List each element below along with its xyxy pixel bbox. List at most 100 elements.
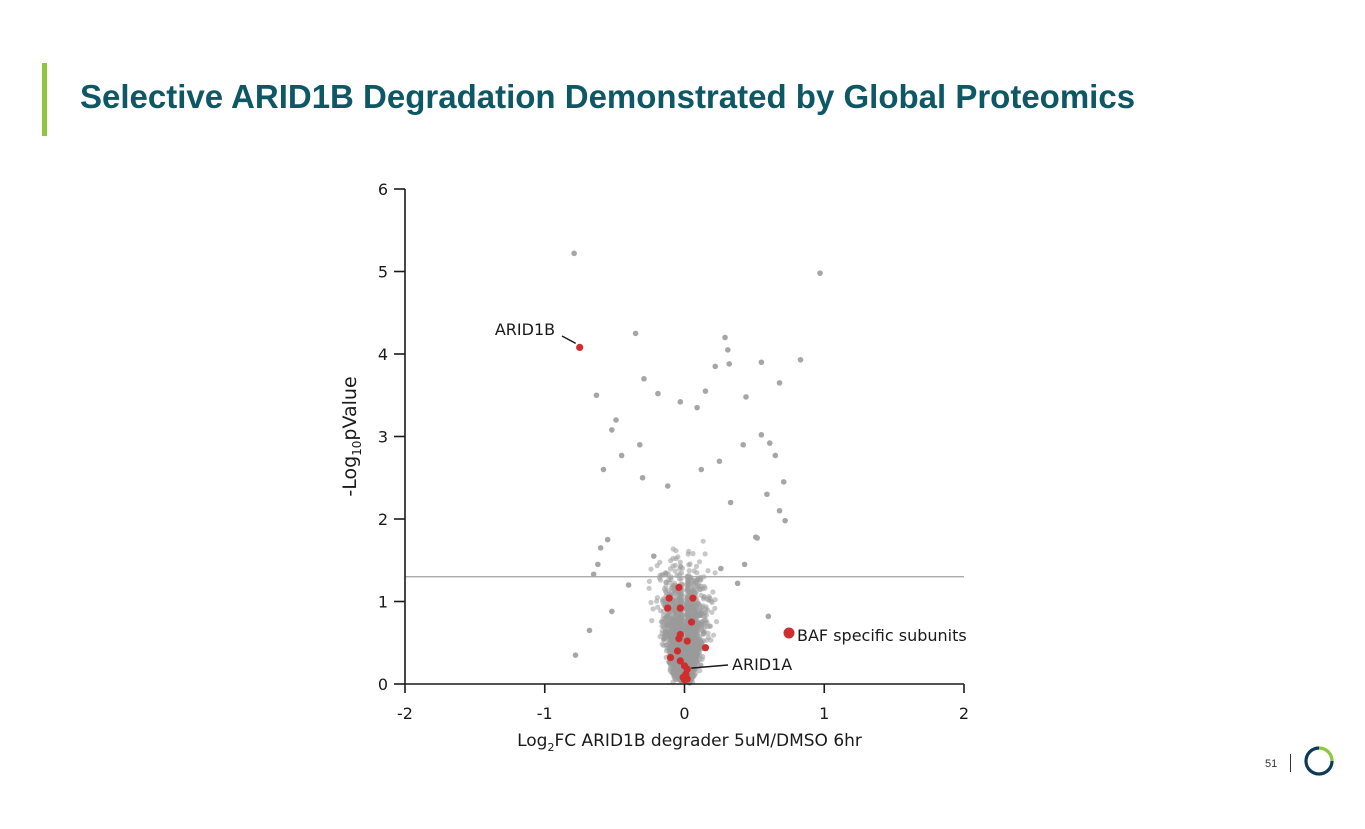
protein-point	[758, 359, 765, 366]
baf-subunit-point	[687, 618, 696, 626]
protein-point	[722, 334, 728, 341]
background-point	[657, 634, 663, 640]
title-accent-bar	[42, 63, 47, 136]
legend-label: BAF specific subunits	[797, 626, 967, 645]
x-axis-label: Log2FC ARID1B degrader 5uM/DMSO 6hr	[517, 731, 862, 754]
background-point	[678, 610, 684, 617]
protein-point	[664, 483, 671, 489]
background-point	[663, 642, 669, 648]
protein-point	[571, 250, 577, 257]
background-point	[684, 596, 690, 602]
protein-point	[718, 565, 724, 572]
background-point	[702, 585, 708, 591]
protein-point	[754, 535, 760, 541]
arid1b-callout-line	[561, 335, 577, 345]
baf-subunit-point	[683, 637, 691, 645]
protein-point	[702, 388, 709, 394]
background-point	[688, 577, 694, 583]
y-tick-label: 3	[378, 428, 388, 447]
background-point	[672, 568, 678, 574]
protein-point	[590, 571, 597, 578]
protein-point	[618, 452, 625, 459]
y-tick-label: 1	[378, 593, 388, 612]
background-point	[670, 671, 676, 677]
background-point	[663, 588, 669, 594]
protein-point	[725, 347, 731, 353]
y-tick-label: 6	[378, 180, 388, 199]
background-point	[698, 640, 705, 646]
protein-point	[740, 441, 746, 448]
background-point	[712, 570, 718, 576]
baf-subunit-point	[675, 583, 683, 592]
protein-point	[632, 330, 639, 337]
protein-point	[641, 375, 647, 382]
y-tick-label: 2	[378, 510, 388, 529]
background-point	[694, 658, 700, 664]
protein-point	[694, 404, 700, 411]
protein-point	[593, 392, 600, 399]
protein-point	[639, 474, 646, 481]
protein-point	[734, 580, 741, 587]
baf-subunit-point	[701, 644, 710, 652]
arid1a-callout-line	[691, 664, 729, 669]
background-point	[701, 613, 708, 620]
background-point	[705, 568, 711, 574]
background-point	[712, 597, 718, 603]
background-point	[690, 582, 696, 588]
background-point	[697, 606, 703, 612]
background-point	[710, 589, 716, 595]
protein-point	[817, 270, 823, 276]
background-point	[672, 580, 678, 586]
protein-point	[758, 432, 765, 438]
background-point	[686, 562, 692, 568]
arid1a-annotation: ARID1A	[732, 655, 792, 674]
baf-subunit-point	[676, 657, 684, 665]
background-point	[662, 634, 668, 640]
background-point	[696, 582, 702, 588]
background-point	[671, 616, 677, 623]
background-point	[661, 598, 667, 604]
x-tick-label: 2	[959, 704, 969, 723]
x-tick-label: -1	[537, 704, 553, 723]
baf-subunit-point	[673, 647, 682, 655]
protein-point	[698, 466, 705, 473]
background-point	[711, 632, 717, 638]
x-tick-label: 1	[819, 704, 829, 723]
background-point	[702, 551, 708, 557]
slide-title: Selective ARID1B Degradation Demonstrate…	[80, 78, 1136, 115]
legend-marker	[783, 627, 795, 639]
background-point	[672, 676, 678, 682]
background-point	[712, 605, 718, 612]
protein-point	[655, 390, 661, 397]
protein-point	[780, 479, 787, 485]
protein-point	[776, 380, 783, 386]
baf-subunit-point	[664, 604, 672, 612]
background-point	[673, 666, 680, 672]
protein-point	[741, 561, 748, 568]
page-number: 51	[1265, 758, 1278, 770]
y-tick-label: 4	[378, 345, 388, 364]
baf-subunit-point	[676, 604, 684, 612]
background-point	[673, 621, 680, 627]
background-point	[677, 576, 683, 582]
protein-point	[586, 627, 593, 634]
protein-point	[772, 452, 779, 459]
protein-point	[625, 582, 632, 588]
background-point	[672, 562, 678, 569]
y-tick-label: 0	[378, 675, 388, 694]
background-point	[659, 571, 666, 578]
background-point	[662, 629, 669, 635]
protein-point	[636, 441, 643, 448]
baf-subunit-point	[689, 594, 697, 602]
protein-point	[677, 399, 684, 405]
baf-subunit-point	[666, 654, 675, 662]
background-point	[684, 579, 691, 586]
protein-point	[595, 561, 601, 568]
background-point	[692, 590, 698, 596]
background-point	[693, 651, 699, 658]
protein-point	[727, 499, 734, 506]
background-point	[667, 566, 674, 572]
arid1b-point	[576, 343, 584, 351]
y-axis-label: -Log10pValue	[339, 376, 364, 496]
